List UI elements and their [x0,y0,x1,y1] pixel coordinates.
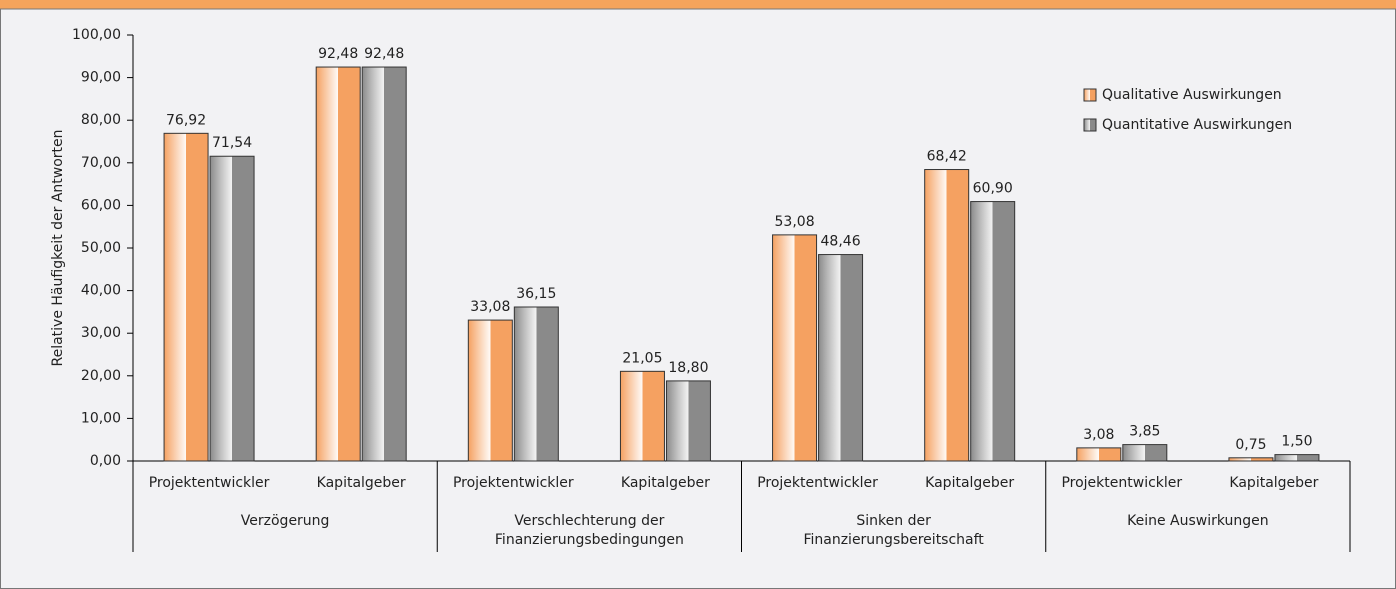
value-label: 33,08 [470,299,510,315]
x-tick-label: Kapitalgeber [621,475,710,491]
bar [467,319,513,462]
x-tick-label: Projektentwickler [1061,475,1182,491]
bar [163,132,209,462]
value-label: 36,15 [516,286,556,302]
y-tick-label: 10,00 [81,410,121,426]
value-label: 92,48 [364,46,404,62]
y-tick-label: 90,00 [81,70,121,86]
legend-swatch [1083,88,1097,102]
value-label: 53,08 [775,214,815,230]
group-label: Keine Auswirkungen [1127,513,1269,529]
value-label: 76,92 [166,112,206,128]
y-tick-label: 80,00 [81,112,121,128]
group-label: Sinken der [856,513,931,529]
y-tick-label: 70,00 [81,155,121,171]
value-label: 21,05 [622,350,662,366]
x-tick-label: Projektentwickler [757,475,878,491]
legend-label: Qualitative Auswirkungen [1102,87,1282,103]
y-tick-label: 60,00 [81,197,121,213]
top-strip [0,0,1396,9]
y-tick-label: 30,00 [81,325,121,341]
bar [1228,457,1274,462]
y-tick-label: 0,00 [90,453,121,469]
group-label: Finanzierungsbedingungen [495,532,684,548]
bar [818,254,864,462]
bar [513,306,559,462]
x-tick-label: Kapitalgeber [1229,475,1318,491]
y-tick-label: 50,00 [81,240,121,256]
legend-label: Quantitative Auswirkungen [1102,117,1292,133]
x-tick-label: Projektentwickler [149,475,270,491]
value-label: 0,75 [1235,437,1266,453]
value-label: 92,48 [318,46,358,62]
value-label: 3,85 [1129,424,1160,440]
y-tick-label: 20,00 [81,368,121,384]
value-label: 48,46 [821,234,861,250]
bar [665,380,711,462]
x-tick-label: Kapitalgeber [317,475,406,491]
value-label: 71,54 [212,135,252,151]
group-label: Verschlechterung der [514,513,664,529]
bar [361,66,407,462]
value-label: 3,08 [1083,427,1114,443]
bar [924,169,970,462]
legend-swatch [1083,118,1097,132]
value-label: 1,50 [1281,434,1312,450]
bar [1076,447,1122,462]
value-label: 60,90 [973,181,1013,197]
bar [315,66,361,462]
group-label: Verzögerung [241,513,330,529]
value-label: 68,42 [927,149,967,165]
y-axis-label: Relative Häufigkeit der Antworten [50,129,66,366]
bar [1122,444,1168,462]
y-tick-label: 40,00 [81,283,121,299]
bar [970,201,1016,462]
group-label: Finanzierungsbereitschaft [803,532,984,548]
bar [619,370,665,462]
bar [772,234,818,462]
x-tick-label: Kapitalgeber [925,475,1014,491]
bar [209,155,255,462]
x-tick-label: Projektentwickler [453,475,574,491]
y-tick-label: 100,00 [72,27,121,43]
value-label: 18,80 [668,360,708,376]
bar [1274,454,1320,462]
